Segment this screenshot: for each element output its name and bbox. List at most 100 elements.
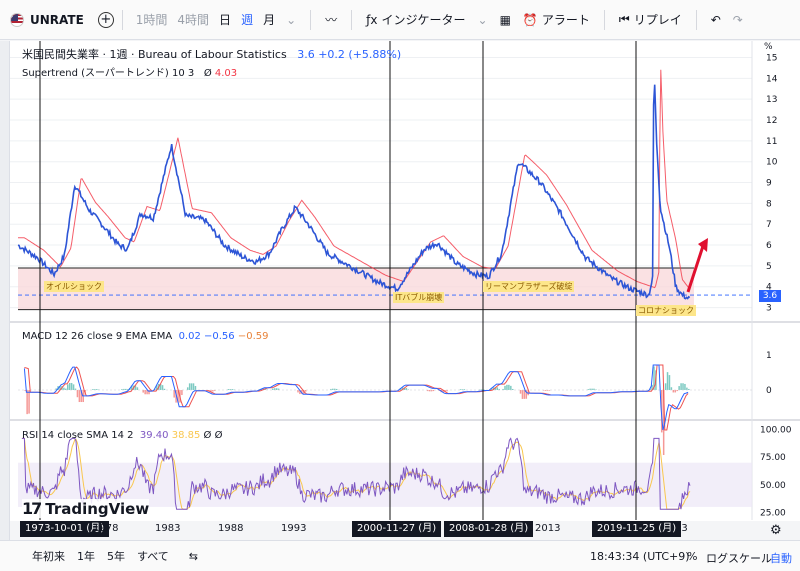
macd-histogram-bar bbox=[512, 388, 514, 390]
macd-histogram-bar bbox=[55, 388, 57, 390]
x-tick: 1983 bbox=[155, 523, 181, 534]
macd-histogram-bar bbox=[121, 389, 123, 390]
macd-pane: 10 bbox=[18, 351, 772, 455]
macd-histogram-bar bbox=[463, 389, 466, 390]
macd-histogram-bar bbox=[672, 390, 675, 393]
macd-histogram-bar bbox=[508, 384, 510, 390]
macd-histogram-bar bbox=[676, 390, 678, 392]
annotation-oil-shock: オイルショック bbox=[44, 281, 104, 292]
crosshair-date-4: 2019-11-25 (月) bbox=[592, 521, 682, 537]
macd-histogram-bar bbox=[510, 385, 512, 390]
annotation-it-bubble: ITバブル崩壊 bbox=[393, 292, 445, 303]
chevron-down-icon[interactable]: ⌄ bbox=[286, 12, 297, 27]
macd-histogram-bar bbox=[401, 387, 404, 390]
macd-histogram-bar bbox=[123, 388, 125, 390]
support-band bbox=[18, 267, 752, 311]
chart-type-icon[interactable]: 〰 bbox=[325, 13, 338, 27]
macd-histogram-bar bbox=[65, 388, 67, 390]
macd-histogram-bar bbox=[277, 388, 280, 390]
macd-histogram-bar bbox=[274, 388, 276, 390]
timeframe-week[interactable]: 週 bbox=[241, 13, 254, 27]
auto-scale-toggle[interactable]: 自動 bbox=[770, 552, 792, 565]
main-pane bbox=[17, 69, 708, 300]
timeframe-month[interactable]: 月 bbox=[263, 13, 276, 27]
macd-histogram-bar bbox=[664, 383, 667, 390]
layout-grid-icon[interactable]: ▦ bbox=[499, 12, 511, 27]
macd-histogram-bar bbox=[438, 390, 440, 391]
gridlines bbox=[10, 57, 752, 309]
macd-histogram-bar bbox=[212, 390, 214, 392]
hidden-eye-icon[interactable]: Ø Ø bbox=[203, 430, 223, 441]
macd-histogram-bar bbox=[186, 387, 189, 390]
macd-histogram-bar bbox=[177, 390, 179, 403]
macd-legend[interactable]: MACD 12 26 close 9 EMA EMA 0.02 −0.56 −0… bbox=[22, 331, 269, 342]
macd-histogram-bar bbox=[446, 390, 448, 392]
macd-histogram-bar bbox=[299, 390, 301, 395]
log-scale-toggle[interactable]: ログスケール bbox=[706, 552, 772, 565]
indicators-label: インジケーター bbox=[381, 13, 466, 27]
macd-histogram-bar bbox=[173, 390, 175, 398]
macd-histogram-bar bbox=[523, 390, 526, 399]
range-5y[interactable]: 5年 bbox=[107, 550, 125, 563]
x-tick: 2013 bbox=[535, 523, 561, 534]
x-tick: 23 bbox=[675, 523, 688, 534]
macd-histogram-bar bbox=[156, 385, 158, 390]
timeframe-4h[interactable]: 4時間 bbox=[177, 13, 210, 27]
macd-histogram-bar bbox=[334, 388, 336, 390]
range-1y[interactable]: 1年 bbox=[77, 550, 95, 563]
symbol-selector[interactable]: UNRATE bbox=[0, 12, 84, 27]
rsi-legend[interactable]: RSI 14 close SMA 14 2 39.40 38.85 Ø Ø bbox=[22, 430, 222, 441]
macd-histogram-bar bbox=[301, 390, 303, 395]
price-tick-label: 3 bbox=[766, 304, 772, 314]
price-axis: % 3 4 5 6 7 8 9 10 11 12 13 14 15 bbox=[764, 42, 778, 314]
macd-histogram-bar bbox=[161, 385, 164, 390]
toolbar-divider bbox=[351, 9, 353, 30]
timeframe-1h[interactable]: 1時間 bbox=[135, 13, 168, 27]
macd-histogram-bar bbox=[210, 390, 212, 392]
macd-histogram-bar bbox=[407, 389, 410, 390]
compare-add-icon[interactable]: + bbox=[97, 11, 114, 28]
price-tick-label: 5 bbox=[766, 262, 772, 272]
macd-histogram-bar bbox=[688, 388, 690, 390]
last-price-label: 3.6 bbox=[759, 290, 781, 302]
percent-toggle[interactable]: % bbox=[687, 550, 698, 563]
timeframe-day[interactable]: 日 bbox=[219, 13, 232, 27]
alarm-clock-icon: ⏰ bbox=[522, 12, 538, 27]
macd-histogram-bar bbox=[662, 390, 665, 455]
settings-gear-icon[interactable]: ⚙ bbox=[770, 523, 782, 538]
replay-label: リプレイ bbox=[633, 13, 682, 27]
us-flag-icon bbox=[10, 12, 24, 27]
alert-button[interactable]: ⏰ アラート bbox=[523, 11, 590, 28]
macd-histogram-bar bbox=[519, 390, 522, 394]
chevron-down-icon[interactable]: ⌄ bbox=[477, 12, 488, 27]
macd-histogram-bar bbox=[668, 375, 671, 390]
macd-histogram-bar bbox=[593, 388, 595, 390]
macd-histogram-bar bbox=[674, 390, 677, 393]
macd-histogram-bar bbox=[502, 388, 504, 390]
hidden-eye-icon[interactable]: Ø bbox=[203, 68, 212, 79]
redo-icon[interactable]: ↷ bbox=[732, 12, 743, 27]
macd-histogram-bar bbox=[686, 387, 688, 390]
macd-histogram-bar bbox=[125, 388, 127, 390]
macd-histogram-bar bbox=[28, 390, 30, 414]
macd-histogram-bar bbox=[496, 387, 499, 390]
date-range-icon[interactable]: ⇆ bbox=[188, 549, 199, 563]
replay-icon: ⏮ bbox=[618, 12, 630, 26]
bottom-toolbar: 年初来 1年 5年 すべて ⇆ 18:43:34 (UTC+9) % ログスケー… bbox=[0, 540, 800, 571]
macd-value-3: −0.59 bbox=[237, 331, 269, 342]
x-tick: 1993 bbox=[281, 523, 307, 534]
macd-histogram-bar bbox=[332, 388, 334, 390]
supertrend-legend[interactable]: Supertrend (スーパートレンド) 10 3 Ø 4.03 bbox=[22, 64, 237, 79]
undo-icon[interactable]: ↶ bbox=[710, 12, 721, 27]
top-toolbar: UNRATE + 1時間 4時間 日 週 月 ⌄ 〰 ƒx インジケーター ⌄ … bbox=[0, 0, 800, 40]
main-change: +0.2 (+5.88%) bbox=[318, 48, 402, 61]
macd-histogram-bar bbox=[94, 389, 96, 390]
macd-histogram-bar bbox=[428, 390, 431, 392]
range-ytd[interactable]: 年初来 bbox=[32, 550, 65, 563]
macd-histogram-bar bbox=[126, 389, 129, 390]
macd-histogram-bar bbox=[304, 390, 307, 392]
replay-button[interactable]: ⏮ リプレイ bbox=[619, 11, 682, 28]
macd-histogram-bar bbox=[76, 390, 79, 398]
range-all[interactable]: すべて bbox=[137, 550, 169, 563]
indicators-button[interactable]: ƒx インジケーター bbox=[366, 11, 465, 28]
